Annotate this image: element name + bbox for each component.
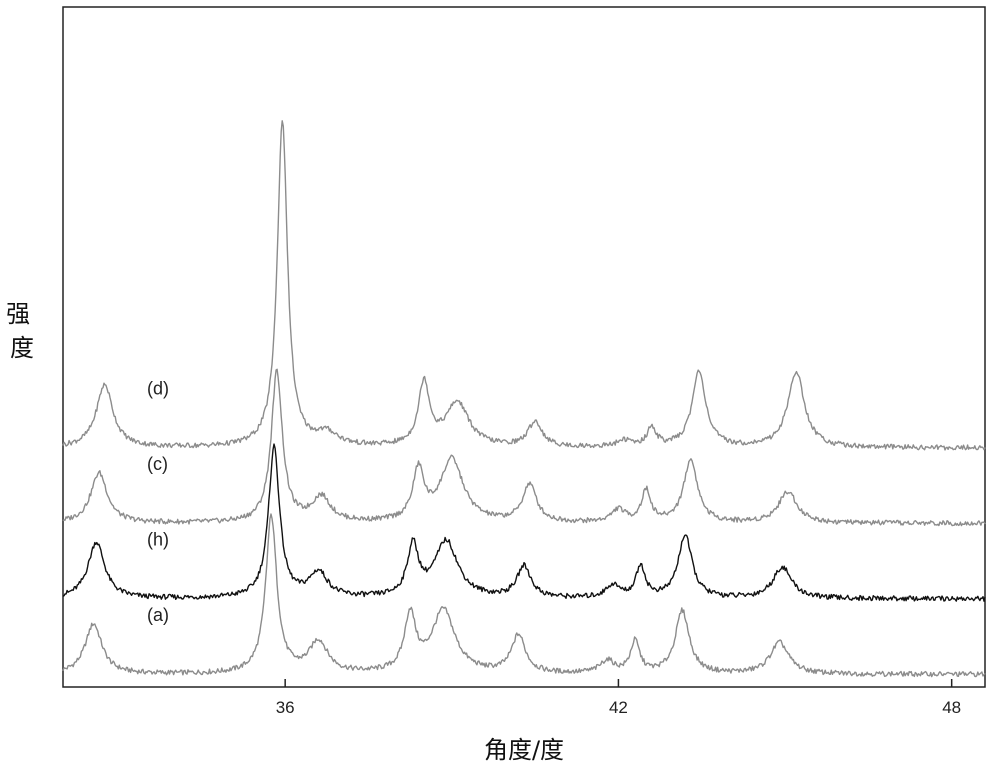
series-label: (c) bbox=[147, 454, 168, 474]
series-traces bbox=[63, 121, 985, 677]
y-axis-title-char-1: 强 bbox=[6, 300, 30, 328]
series-labels: (a) (h) (c) (d) bbox=[147, 379, 169, 625]
series-label: (h) bbox=[147, 529, 169, 549]
x-axis-ticks: 36 42 48 bbox=[276, 679, 961, 717]
series-label: (d) bbox=[147, 379, 169, 399]
x-tick-label: 42 bbox=[609, 698, 628, 717]
x-tick-label: 48 bbox=[942, 698, 961, 717]
series-line bbox=[63, 514, 985, 677]
y-axis-title-char-2: 度 bbox=[10, 334, 34, 362]
y-axis-title: 强 度 bbox=[6, 300, 38, 362]
series-line bbox=[63, 121, 985, 450]
series-line bbox=[63, 369, 985, 525]
x-axis-title: 角度/度 bbox=[484, 736, 564, 764]
x-tick-label: 36 bbox=[276, 698, 295, 717]
plot-frame bbox=[63, 7, 985, 687]
series-label: (a) bbox=[147, 605, 169, 625]
